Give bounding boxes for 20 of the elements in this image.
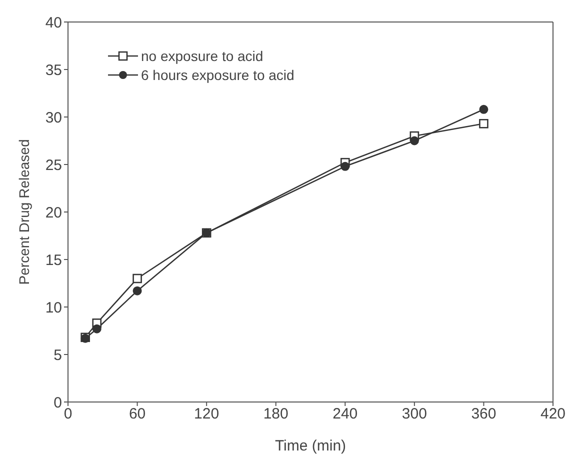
x-tick-label: 360 (471, 406, 496, 423)
y-tick-label: 35 (45, 62, 62, 79)
legend-label: 6 hours exposure to acid (141, 67, 294, 83)
x-tick-label: 60 (128, 406, 146, 423)
x-tick-label: 180 (263, 406, 288, 423)
x-axis-title: Time (min) (274, 438, 346, 455)
x-tick-label: 120 (194, 406, 220, 423)
y-tick-label: 0 (54, 394, 62, 412)
y-axis-title: Percent Drug Released (16, 139, 32, 285)
x-tick-label: 300 (402, 406, 427, 423)
legend-label: no exposure to acid (141, 48, 264, 64)
x-tick-label: 420 (540, 406, 566, 423)
y-tick-label: 25 (45, 156, 62, 174)
y-tick-label: 40 (45, 14, 62, 32)
y-tick-label: 10 (45, 299, 62, 316)
y-tick-label: 20 (45, 204, 62, 222)
y-tick-label: 30 (45, 109, 62, 126)
x-tick-label: 240 (332, 406, 358, 423)
y-tick-label: 15 (45, 252, 62, 269)
y-tick-label: 5 (54, 346, 62, 364)
